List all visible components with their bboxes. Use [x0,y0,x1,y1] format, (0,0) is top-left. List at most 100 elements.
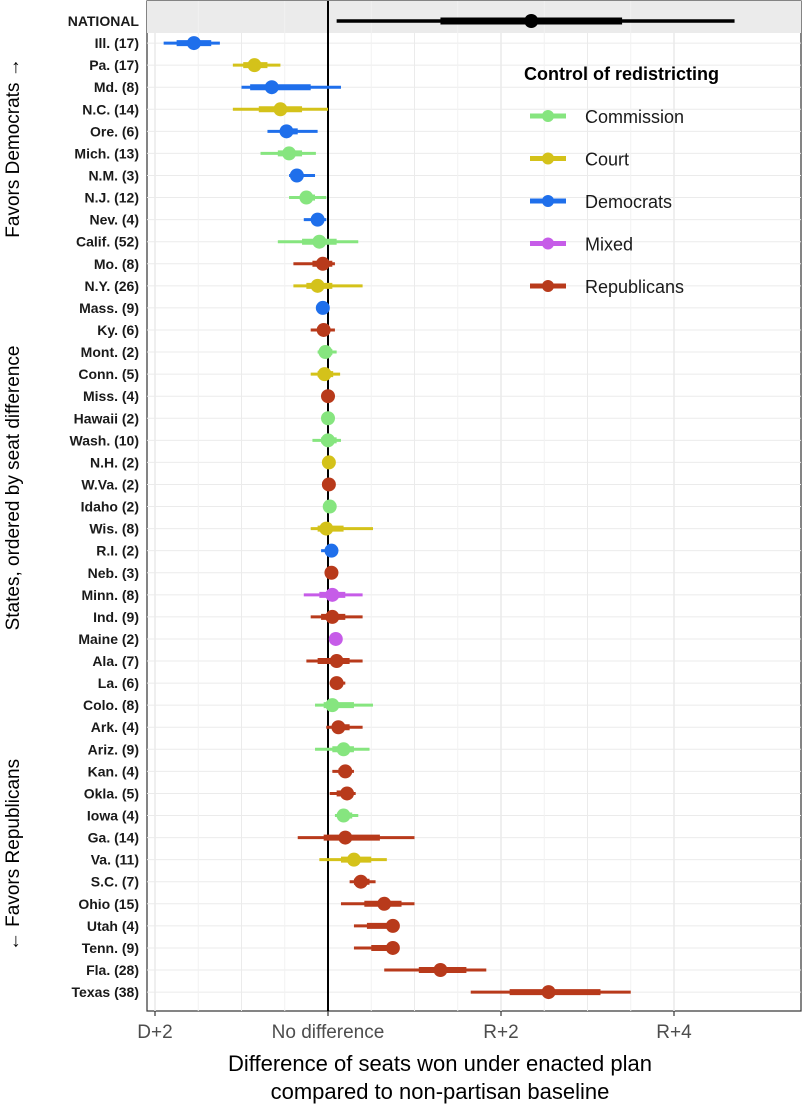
national-label: NATIONAL [68,13,140,29]
x-title-line-2: compared to non-partisan baseline [271,1079,610,1104]
state-interval [310,609,363,624]
legend-entry: Republicans [530,277,684,297]
state-label: La. (6) [98,675,139,691]
estimate-point [377,896,392,911]
legend-entry: Mixed [530,235,633,255]
state-label: Ore. (6) [90,123,139,139]
state-interval [321,455,336,470]
state-label: Iowa (4) [87,808,139,824]
state-interval [297,830,415,845]
legend-label: Mixed [585,235,633,255]
legend-entry: Democrats [530,192,672,212]
interval-marks [163,14,735,1000]
estimate-point [324,543,339,558]
state-interval [241,80,341,95]
state-interval [293,278,363,293]
x-tick-label: R+4 [656,1022,692,1043]
state-label: Mich. (13) [74,145,139,161]
state-label: Texas (38) [72,984,139,1000]
x-title-line-1: Difference of seats won under enacted pl… [228,1051,652,1076]
legend-swatch-point [542,152,554,165]
estimate-point [321,411,335,426]
state-label: Kan. (4) [88,763,139,779]
estimate-point [385,940,400,955]
legend-swatch-point [542,280,554,292]
estimate-point [299,190,314,205]
estimate-point [312,234,327,249]
national-row-band [147,1,801,33]
estimate-point [524,14,539,28]
state-label: Mo. (8) [94,256,139,272]
state-interval [289,168,316,183]
plot-panel [146,0,802,1012]
estimate-point [321,455,336,470]
row-labels: NATIONAL Ill. (17) Pa. (17) Md. (8) N.C. (14… [68,13,140,1000]
state-label: Ala. (7) [92,653,139,669]
estimate-point [319,521,334,536]
state-interval [303,212,327,227]
state-label: Ill. (17) [95,35,139,51]
estimate-point [331,720,346,735]
state-label: Minn. (8) [81,587,139,603]
state-interval [163,36,220,51]
estimate-point [325,609,340,624]
state-interval [267,124,318,139]
national-interval [336,14,735,28]
state-interval [353,940,400,955]
state-interval [384,963,487,978]
state-interval [470,985,631,1000]
state-label: Utah (4) [87,918,139,934]
state-interval [303,587,363,602]
estimate-point [279,124,294,139]
state-interval [310,322,335,337]
legend-swatch-point [542,195,554,207]
state-interval [332,764,354,779]
state-label: Mont. (2) [81,344,139,360]
state-label: N.J. (12) [85,190,139,206]
estimate-point [282,146,297,161]
state-label: Ind. (9) [93,609,139,625]
y-title-top: Favors Democrats → [3,58,24,237]
state-interval [324,565,339,580]
estimate-point [186,36,201,51]
estimate-point [247,58,262,73]
state-label: Maine (2) [78,631,139,647]
estimate-point [321,477,336,492]
state-interval [315,742,370,757]
panel-border [146,0,802,1012]
state-interval [334,808,359,823]
legend: Control of redistricting Commission Court… [524,64,719,297]
state-interval [312,433,341,448]
state-interval [321,411,335,426]
estimate-point [264,80,279,95]
estimate-point [433,963,448,978]
state-label: Conn. (5) [78,366,139,382]
state-interval [277,234,359,249]
legend-label: Republicans [585,277,684,297]
state-interval [310,367,341,382]
estimate-point [310,278,325,293]
state-label: Ky. (6) [97,322,139,338]
state-label: Colo. (8) [83,697,139,713]
state-interval [340,896,415,911]
estimate-point [310,212,325,227]
estimate-point [329,654,344,669]
estimate-point [385,918,400,933]
x-tick-label: R+2 [483,1022,518,1043]
state-label: Mass. (9) [79,300,139,316]
legend-swatch-point [542,237,554,250]
state-label: Ariz. (9) [88,741,139,757]
y-title-middle: States, ordered by seat difference [3,346,24,631]
x-axis-title: Difference of seats won under enacted pl… [228,1051,652,1104]
estimate-point [340,786,355,801]
estimate-point [322,499,337,514]
state-interval [349,874,376,889]
estimate-point [338,764,353,779]
y-title-bottom: ← Favors Republicans [3,759,24,951]
state-interval [321,389,335,404]
estimate-point [338,830,353,845]
legend-entry: Court [530,150,629,170]
estimate-point [353,874,368,889]
state-label: Wis. (8) [89,521,139,537]
